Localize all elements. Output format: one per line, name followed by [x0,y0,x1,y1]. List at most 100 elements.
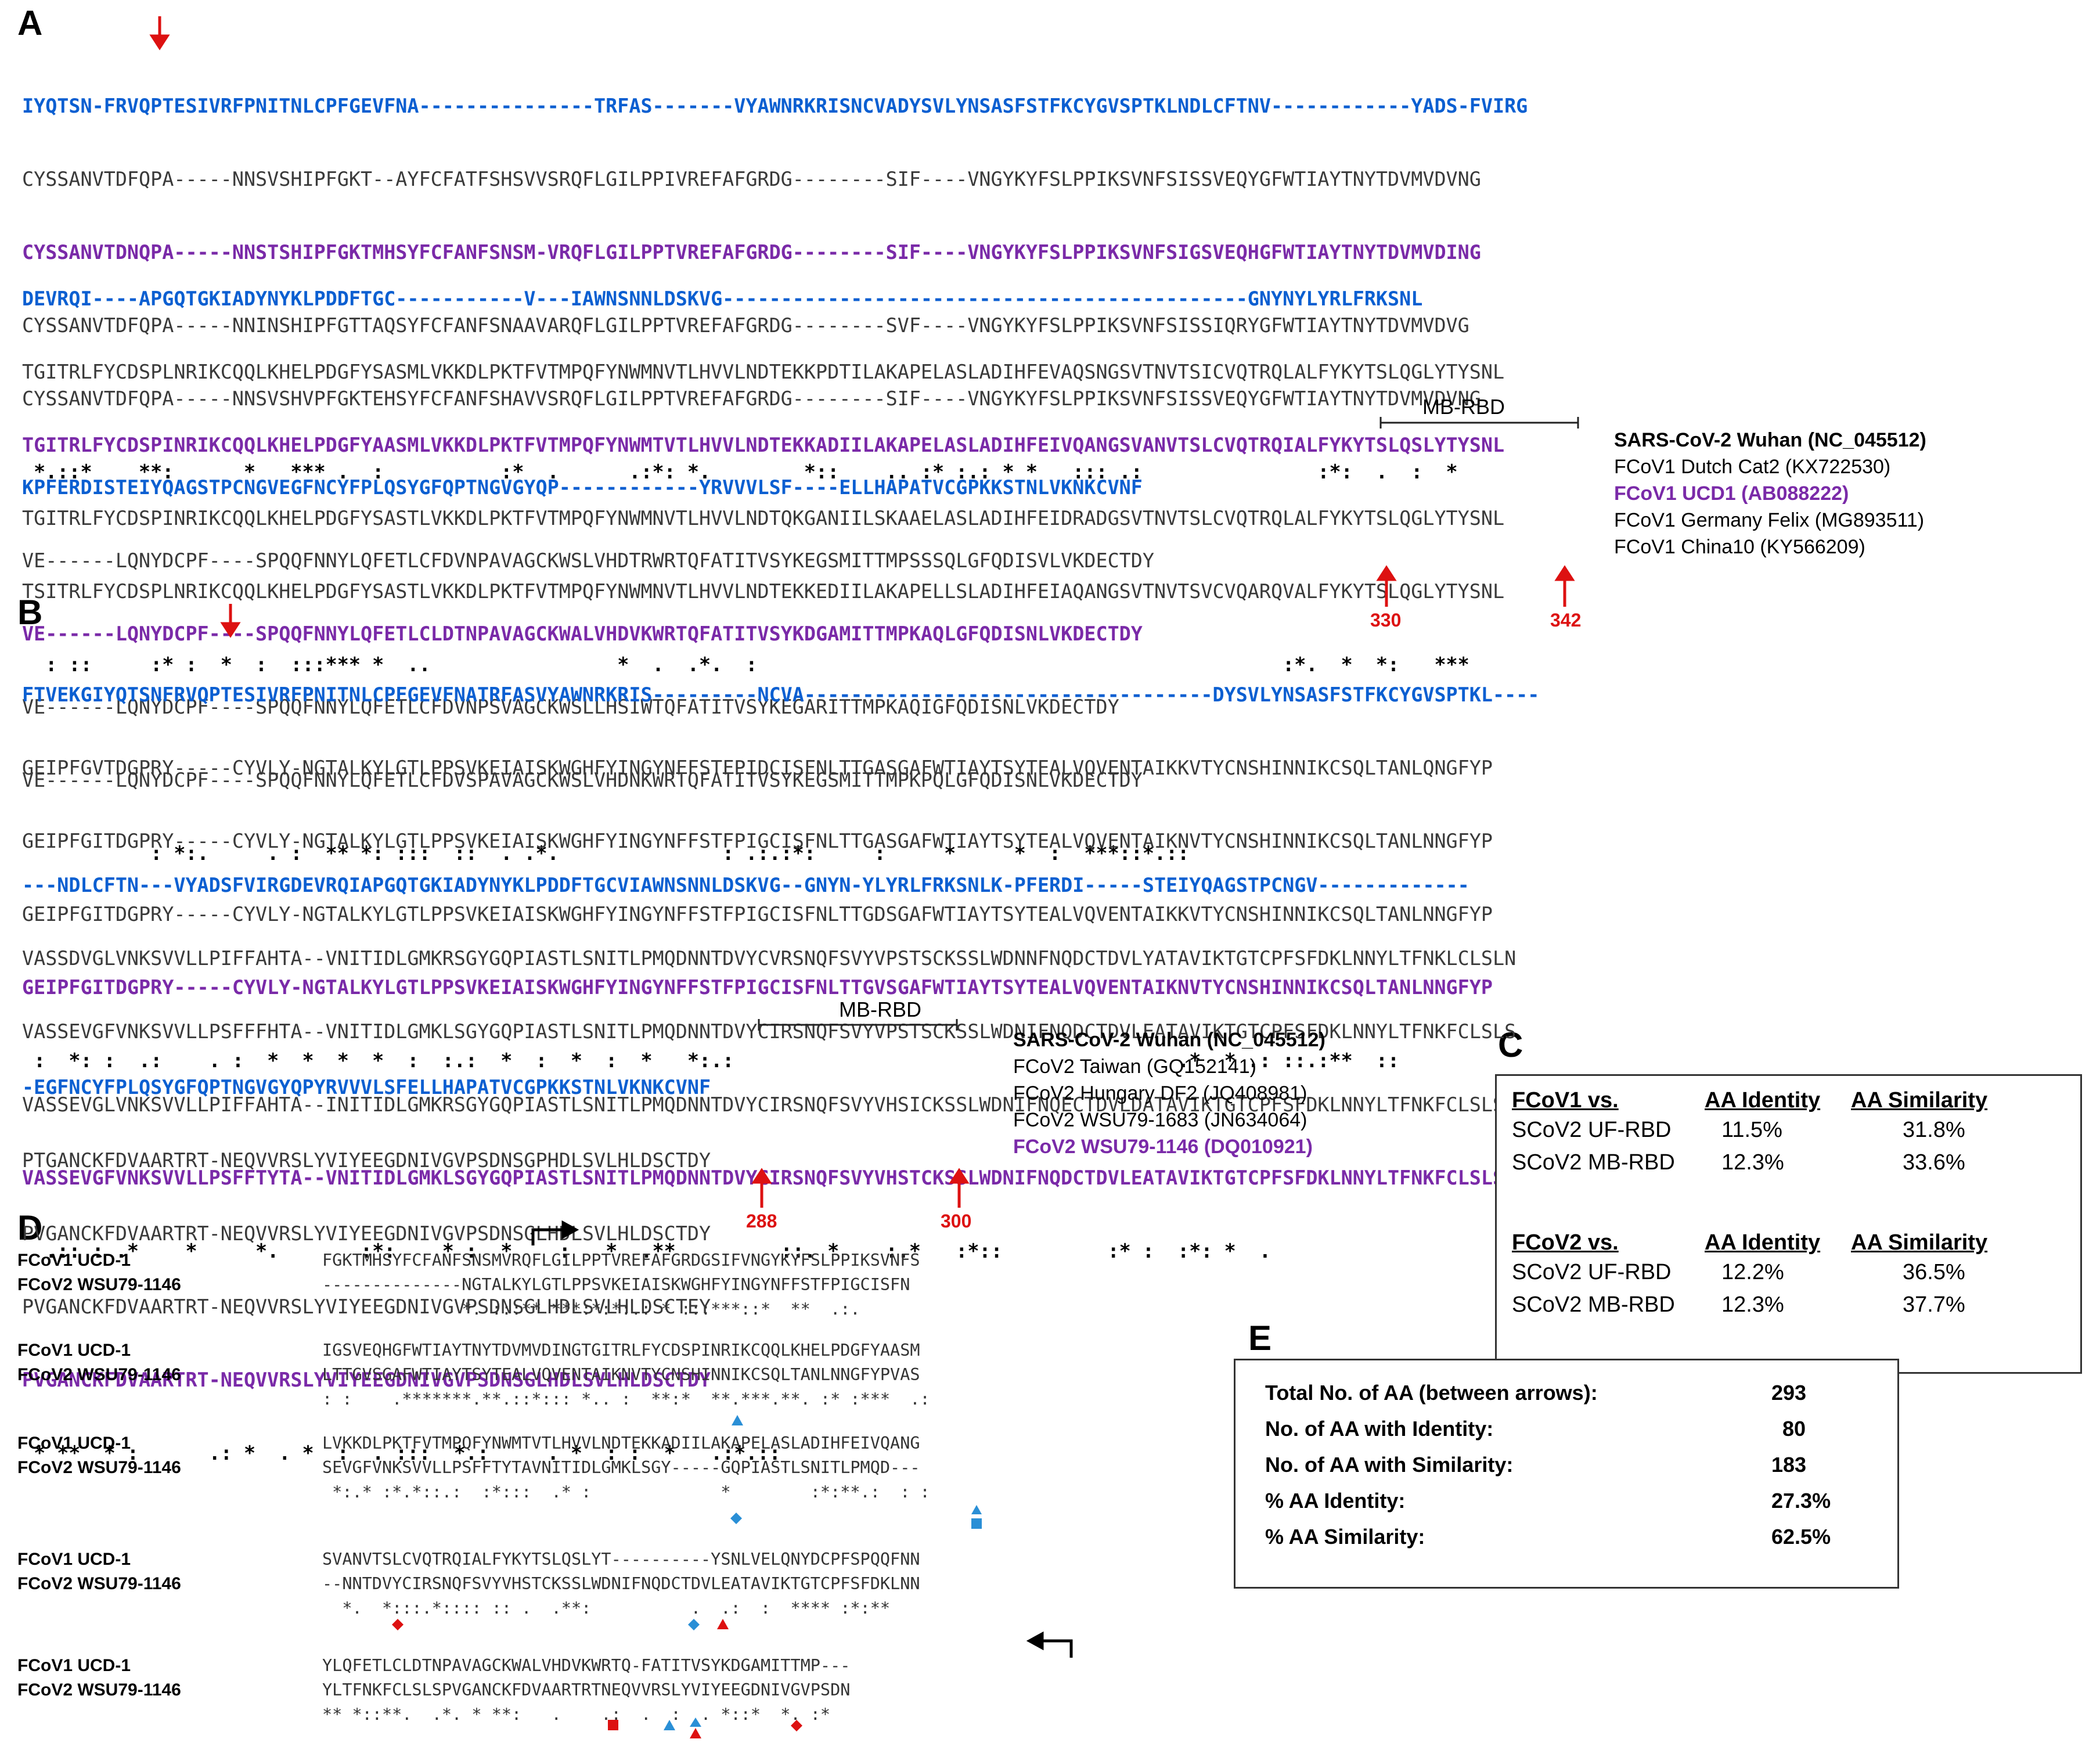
summary-label: No. of AA with Identity: [1265,1417,1494,1441]
seq-line: YLQFETLCLDTNPAVAGCKWALVHDVKWRTQ-FATITVSY… [322,1656,851,1675]
identity-table-fcov2: FCoV2 vs. AA Identity AA Similarity SCoV… [1511,1230,1988,1321]
summary-value: 27.3% [1771,1489,1831,1513]
table-header: FCoV2 vs. [1512,1230,1619,1255]
panel-letter-a: A [17,3,43,42]
seq-line: TGITRLFYCDSPLNRIKCQQLKHELPDGFYSASMLVKKDL… [22,361,1505,383]
conservation-line: * ** * : .: * . * : . ::: *.: . * : : * … [22,1442,781,1464]
seq-name: FCoV1 UCD-1 [17,1550,131,1569]
marker-triangle-blue [732,1415,743,1425]
table-cell: 12.3% [1721,1150,1784,1175]
conservation-line: : : .*******.**.::*::: *.. : **:* **.***… [322,1389,930,1409]
conservation-line: *:.* :*.*::.: :*::: .* : * :*:**.: : : [322,1482,930,1502]
conservation-line: : *: : .: . : * * * * : :.: * : * : * *:… [22,1049,1400,1072]
panel-b-block-1: FTVEKGIYQTSNFRVQPTESIVRFPNITNLCPFGEVFNAT… [22,634,1539,1097]
red-arrow-down-a [149,16,170,51]
panel-a-block-2: DEVRQI----APGQTGKIADYNYKLPDDFTGC--------… [22,238,1504,701]
seq-line: FTVEKGIYQTSNFRVQPTESIVRFPNITNLCPFGEVFNAT… [22,683,1540,706]
seq-line: LVKKDLPKTFVTMPQFYNWMTVTLHVVLNDTEKKADIILA… [322,1434,920,1453]
seq-line: PTGANCKFDVAARTRT-NEQVVRSLYVIYEEGDNIVGVPS… [22,1149,711,1172]
summary-label: No. of AA with Similarity: [1265,1453,1514,1477]
legend-entry: FCoV2 Hungary DF2 (JQ408981) [1013,1082,1307,1104]
table-header: AA Similarity [1851,1230,1988,1255]
identity-table-fcov1: FCoV1 vs. AA Identity AA Similarity SCoV… [1511,1088,1988,1179]
conservation-line: .:: : .* * *. :*: * : * : * .** ::. * :.… [22,1240,1271,1262]
legend-entry: FCoV2 WSU79-1683 (JN634064) [1013,1109,1307,1131]
seq-name: FCoV1 UCD-1 [17,1434,131,1453]
conservation-line: : :: :* : * : :::*** * .. * . .*. : :*. … [22,653,1469,676]
seq-name: FCoV1 UCD-1 [17,1341,131,1360]
panel-a-block-1: IYQTSN-FRVQPTESIVRFPNITNLCPFGEVFNA------… [22,45,1528,509]
marker-square-blue [971,1505,982,1529]
seq-line: FGKTMHSYFCFANFSNSMVRQFLGILPPTVREFAFGRDGS… [322,1251,920,1270]
table-header: AA Identity [1705,1230,1821,1255]
summary-label: % AA Similarity: [1265,1525,1425,1549]
seq-line: YLTFNKFCLSLSPVGANCKFDVAARTRTNEQVVRSLYVIY… [322,1680,851,1700]
mb-rbd-label-b: MB-RBD [839,998,921,1021]
seq-name: FCoV1 UCD-1 [17,1251,131,1270]
conservation-line: : *:. . : ** *: ::: :: . .*. : .:.:*: : … [22,842,1190,865]
seq-name: FCoV1 UCD-1 [17,1656,131,1675]
panel-a-block-3: KPFERDISTEIYQAGSTPCNGVEGFNCYFPLQSYGFQPTN… [22,427,1189,890]
summary-table: Total No. of AA (between arrows): 293 No.… [1265,1375,1831,1555]
table-cell: SCoV2 MB-RBD [1512,1150,1675,1175]
seq-line: GEIPFGVTDGPRY-----CYVLY-NGTALKYLGTLPPSVK… [22,757,1493,779]
red-arrow-down-b [220,604,241,638]
table-cell: SCoV2 UF-RBD [1512,1117,1672,1142]
table-cell: 33.6% [1903,1150,1965,1175]
bent-arrow-end-icon [1026,1631,1073,1658]
legend-entry: SARS-CoV-2 Wuhan (NC_045512) [1614,429,1926,451]
summary-value: 183 [1771,1453,1807,1477]
seq-name: FCoV2 WSU79-1146 [17,1275,181,1294]
seq-line: TGITRLFYCDSPINRIKCQQLKHELPDGFYSASTLVKKDL… [22,507,1505,530]
seq-line: --------------NGTALKYLGTLPPSVKEIAISKWGHF… [322,1275,910,1294]
table-header: FCoV1 vs. [1512,1088,1619,1112]
table-cell: 37.7% [1903,1292,1965,1317]
arrow-label-330: 330 [1370,610,1402,631]
marker-diamond-blue-2 [688,1619,700,1630]
red-arrow-up-288 [751,1168,772,1208]
legend-entry: FCoV1 Germany Felix (MG893511) [1614,509,1925,531]
legend-entry: FCoV2 Taiwan (GQ152141) [1013,1056,1256,1078]
seq-name: FCoV2 WSU79-1146 [17,1574,181,1593]
summary-label: Total No. of AA (between arrows): [1265,1381,1598,1405]
conservation-line: *.::* **: * *** . : :* . .:*: *. *:: .. … [22,460,1458,483]
seq-line: PVGANCKFDVAARTRT-NEQVVRSLYVIYEEGDNIVGVPS… [22,1295,711,1318]
arrow-label-342: 342 [1550,610,1582,631]
panel-e-summary-box: Total No. of AA (between arrows): 293 No.… [1234,1359,1899,1589]
seq-line: SEVGFVNKSVVLLPSFFTYTAVNITIDLGMKLSGY-----… [322,1458,920,1477]
arrow-label-288: 288 [746,1211,777,1232]
seq-line: VE------LQNYDCPF----SPQQFNNYLQFETLCFDVSP… [22,769,1143,791]
red-arrow-up-330 [1376,565,1397,607]
table-cell: SCoV2 UF-RBD [1512,1259,1672,1284]
summary-label: % AA Identity: [1265,1489,1406,1513]
marker-diamond-blue [730,1513,742,1524]
conservation-line: *. *:::.*:::: :: . .**: . .: : **** :*:*… [322,1598,891,1618]
panel-a-legend: SARS-CoV-2 Wuhan (NC_045512) FCoV1 Dutch… [1614,427,1926,560]
panel-letter-d: D [17,1208,43,1247]
seq-line: CYSSANVTDFQPA-----NNSVSHIPFGKT--AYFCFATF… [22,168,1481,190]
legend-entry: FCoV1 Dutch Cat2 (KX722530) [1614,456,1891,478]
bent-arrow-start-icon [531,1220,579,1245]
legend-entry: FCoV1 UCD1 (AB088222) [1614,483,1849,505]
seq-line: KPFERDISTEIYQAGSTPCNGVEGFNCYFPLQSYGFQPTN… [22,476,1143,499]
red-arrow-up-300 [949,1168,970,1208]
table-header: AA Identity [1705,1088,1821,1112]
table-cell: 12.2% [1721,1259,1784,1284]
legend-entry: SARS-CoV-2 Wuhan (NC_045512) [1013,1029,1325,1051]
table-cell: 31.8% [1903,1117,1965,1142]
seq-line: DEVRQI----APGQTGKIADYNYKLPDDFTGC--------… [22,287,1423,310]
mb-rbd-label-a: MB-RBD [1422,395,1505,419]
summary-value: 62.5% [1771,1525,1831,1549]
legend-entry: FCoV2 WSU79-1146 (DQ010921) [1013,1136,1313,1158]
seq-line: CYSSANVTDFQPA-----NNINSHIPFGTTAQSYFCFANF… [22,314,1469,337]
marker-diamond-red-2 [791,1720,802,1731]
seq-line: ---NDLCFTN---VYADSFVIRGDEVRQIAPGQTGKIADY… [22,874,1469,896]
seq-line: VE------LQNYDCPF----SPQQFNNYLQFETLCFDVNP… [22,696,1119,718]
panel-c-table-box: FCoV1 vs. AA Identity AA Similarity SCoV… [1495,1074,2082,1374]
table-cell: 11.5% [1721,1117,1782,1142]
legend-entry: FCoV1 China10 (KY566209) [1614,536,1865,558]
seq-line: SVANVTSLCVQTRQIALFYKYTSLQSLYT----------Y… [322,1550,920,1569]
panel-letter-c: C [1498,1025,1523,1064]
table-cell: 36.5% [1903,1259,1965,1284]
